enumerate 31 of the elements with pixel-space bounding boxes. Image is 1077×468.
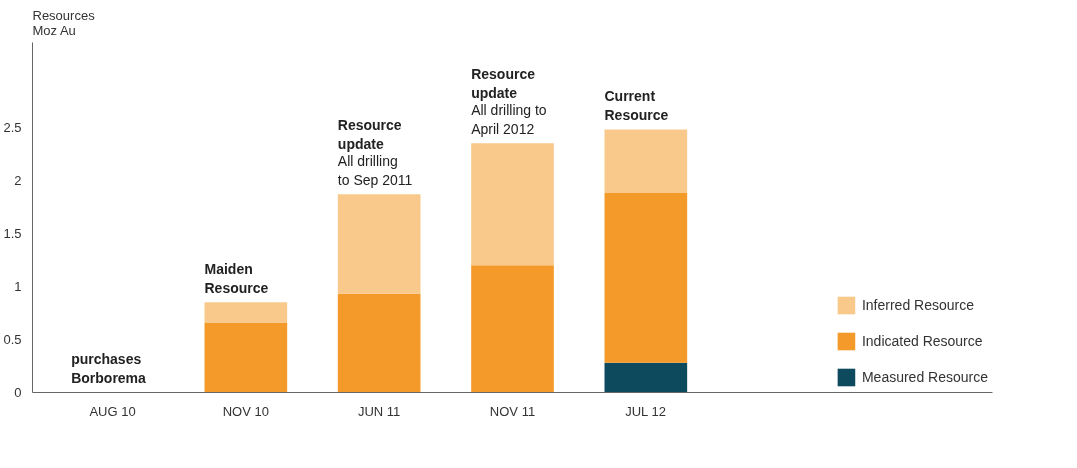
- annotation: Resource update: [337, 116, 402, 153]
- bar: [337, 194, 421, 294]
- bar: [471, 265, 554, 393]
- x-tick-label: NOV 10: [222, 403, 269, 419]
- x-tick-label: AUG 10: [89, 403, 136, 419]
- bar: [204, 302, 288, 323]
- bar: [337, 293, 421, 393]
- bar: [604, 362, 688, 393]
- y-tick-label: 2: [14, 172, 22, 188]
- annotation: All drilling to April 2012: [471, 102, 547, 138]
- bar: [604, 193, 688, 363]
- x-tick-label: JUL 12: [625, 403, 666, 419]
- annotation: Resource update: [471, 66, 536, 102]
- x-tick-label: NOV 11: [489, 403, 536, 419]
- y-tick-label: 2.5: [3, 119, 22, 135]
- y-tick-label: 1: [14, 278, 22, 294]
- y-tick-label: 0: [14, 385, 22, 400]
- x-tick-label: JUN 11: [357, 403, 401, 419]
- bar: [604, 129, 688, 194]
- y-tick-label: 0.5: [3, 331, 22, 347]
- bar: [471, 143, 554, 266]
- annotation: All drilling to Sep 2011: [337, 152, 413, 189]
- annotation: purchases Borborema: [71, 351, 147, 387]
- bar: [204, 322, 288, 393]
- annotation: Current Resource: [604, 88, 669, 124]
- y-axis-title: Resources Moz Au: [32, 7, 96, 38]
- legend-label: Measured Resource: [861, 369, 988, 385]
- annotation: Maiden Resource: [204, 261, 269, 297]
- y-tick-label: 1.5: [3, 225, 22, 241]
- legend-label: Inferred Resource: [861, 297, 974, 313]
- legend-label: Indicated Resource: [861, 333, 983, 349]
